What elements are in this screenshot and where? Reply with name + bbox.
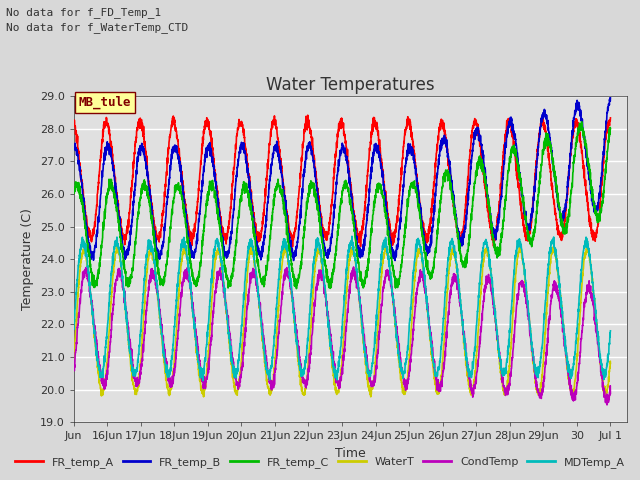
Text: MB_tule: MB_tule: [79, 96, 131, 109]
X-axis label: Time: Time: [335, 447, 366, 460]
Text: No data for f_WaterTemp_CTD: No data for f_WaterTemp_CTD: [6, 22, 189, 33]
Y-axis label: Temperature (C): Temperature (C): [21, 208, 34, 310]
Title: Water Temperatures: Water Temperatures: [266, 76, 435, 95]
Text: No data for f_FD_Temp_1: No data for f_FD_Temp_1: [6, 7, 162, 18]
Legend: FR_temp_A, FR_temp_B, FR_temp_C, WaterT, CondTemp, MDTemp_A: FR_temp_A, FR_temp_B, FR_temp_C, WaterT,…: [10, 452, 630, 472]
